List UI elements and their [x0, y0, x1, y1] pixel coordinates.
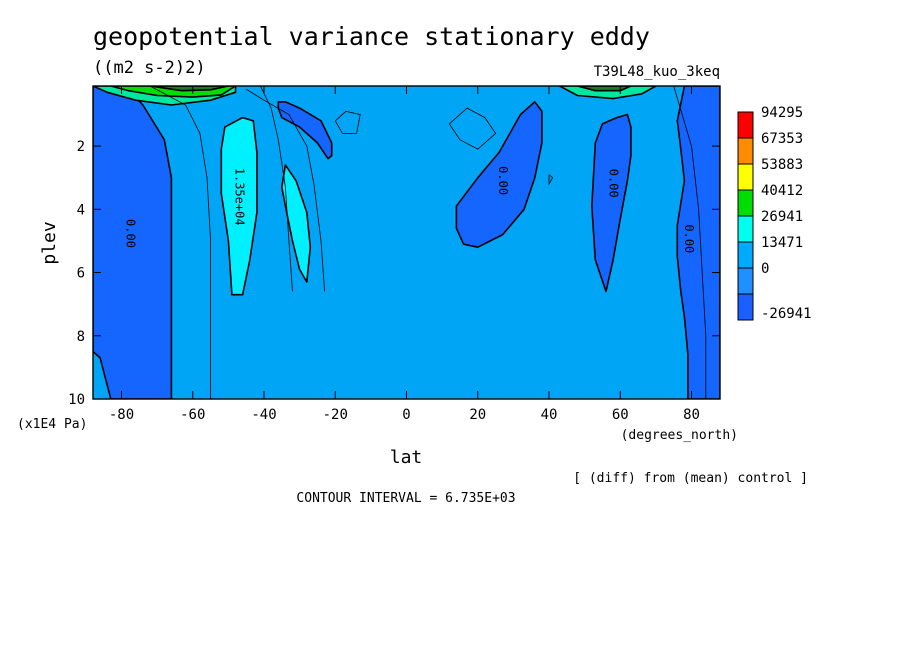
colorbar-swatch-5	[737, 215, 754, 243]
y-tick-label-4: 8	[77, 329, 85, 345]
contour-region-2	[277, 101, 333, 160]
colorbar-swatch-4	[737, 189, 754, 217]
chart-units: ((m2 s-2)2)	[93, 58, 206, 78]
contour-line-5	[448, 107, 497, 150]
contour-region-6	[590, 113, 632, 293]
colorbar-swatch-7	[737, 267, 754, 295]
y-tick-label-3: 6	[77, 266, 85, 282]
contour-region-5	[455, 101, 543, 248]
colorbar-label-2: 67353	[761, 131, 803, 147]
x-tick-label-1: -80	[109, 407, 134, 423]
y-axis: 2 4 6 8 10	[68, 139, 720, 408]
y-tick-label-2: 4	[77, 202, 85, 218]
comparison-note: [ (diff) from (mean) control ]	[573, 471, 808, 486]
colorbar-swatch-3	[737, 163, 754, 191]
x-tick-label-4: -20	[323, 407, 348, 423]
contour-line-3	[260, 86, 293, 292]
contour-region-11	[558, 86, 657, 100]
contour-layer: 0.00 1.35e+04 0.00 0.00 0.00	[93, 86, 720, 399]
x-tick-label-2: -60	[180, 407, 205, 423]
colorbar-label-3: 53883	[761, 157, 803, 173]
colorbar-label-8: -26941	[761, 306, 812, 322]
colorbar-swatch-1	[737, 111, 754, 139]
x-tick-label-9: 80	[683, 407, 700, 423]
chart-title: geopotential variance stationary eddy	[93, 22, 650, 51]
colorbar-label-6: 13471	[761, 235, 803, 251]
contour-region-4	[280, 164, 312, 283]
colorbar-swatch-2	[737, 137, 754, 165]
contour-label-6: 0.00	[607, 169, 621, 198]
x-tick-label-6: 20	[469, 407, 486, 423]
contour-line-2	[245, 88, 325, 292]
x-axis-units: (degrees_north)	[621, 428, 738, 443]
contour-line-6	[548, 174, 554, 186]
colorbar: 94295 67353 53883 40412 26941 13471 0 -26941	[737, 105, 812, 322]
contour-label-1: 0.00	[124, 219, 138, 248]
contour-line-1	[149, 86, 212, 399]
contour-label-5: 0.00	[496, 166, 510, 195]
plot-area: 0.00 1.35e+04 0.00 0.00 0.00	[92, 85, 721, 400]
contour-line-4	[334, 110, 361, 134]
colorbar-swatch-8	[737, 293, 754, 321]
y-tick-label-1: 2	[77, 139, 85, 155]
experiment-label: T39L48_kuo_3keq	[594, 64, 720, 80]
x-axis-label: lat	[390, 447, 423, 468]
y-axis-units: (x1E4 Pa)	[17, 417, 87, 432]
x-tick-label-7: 40	[541, 407, 558, 423]
x-tick-label-8: 60	[612, 407, 629, 423]
contour-label-3: 1.35e+04	[233, 168, 247, 226]
contour-region-3	[220, 116, 258, 296]
x-tick-label-5: 0	[402, 407, 410, 423]
colorbar-label-5: 26941	[761, 209, 803, 225]
y-tick-label-5: 10	[68, 392, 85, 408]
contour-label-7: 0.00	[682, 224, 696, 253]
contour-region-10	[149, 86, 230, 92]
x-tick-label-3: -40	[251, 407, 276, 423]
colorbar-label-7: 0	[761, 261, 769, 277]
colorbar-swatch-6	[737, 241, 754, 269]
contour-line-7	[673, 86, 707, 399]
colorbar-label-4: 40412	[761, 183, 803, 199]
x-axis: -80 -60 -40 -20 0 20 40 60 80	[109, 86, 700, 423]
colorbar-label-1: 94295	[761, 105, 803, 121]
contour-interval-note: CONTOUR INTERVAL = 6.735E+03	[296, 491, 515, 506]
y-axis-label: plev	[39, 221, 60, 264]
contour-region-7	[676, 86, 720, 399]
